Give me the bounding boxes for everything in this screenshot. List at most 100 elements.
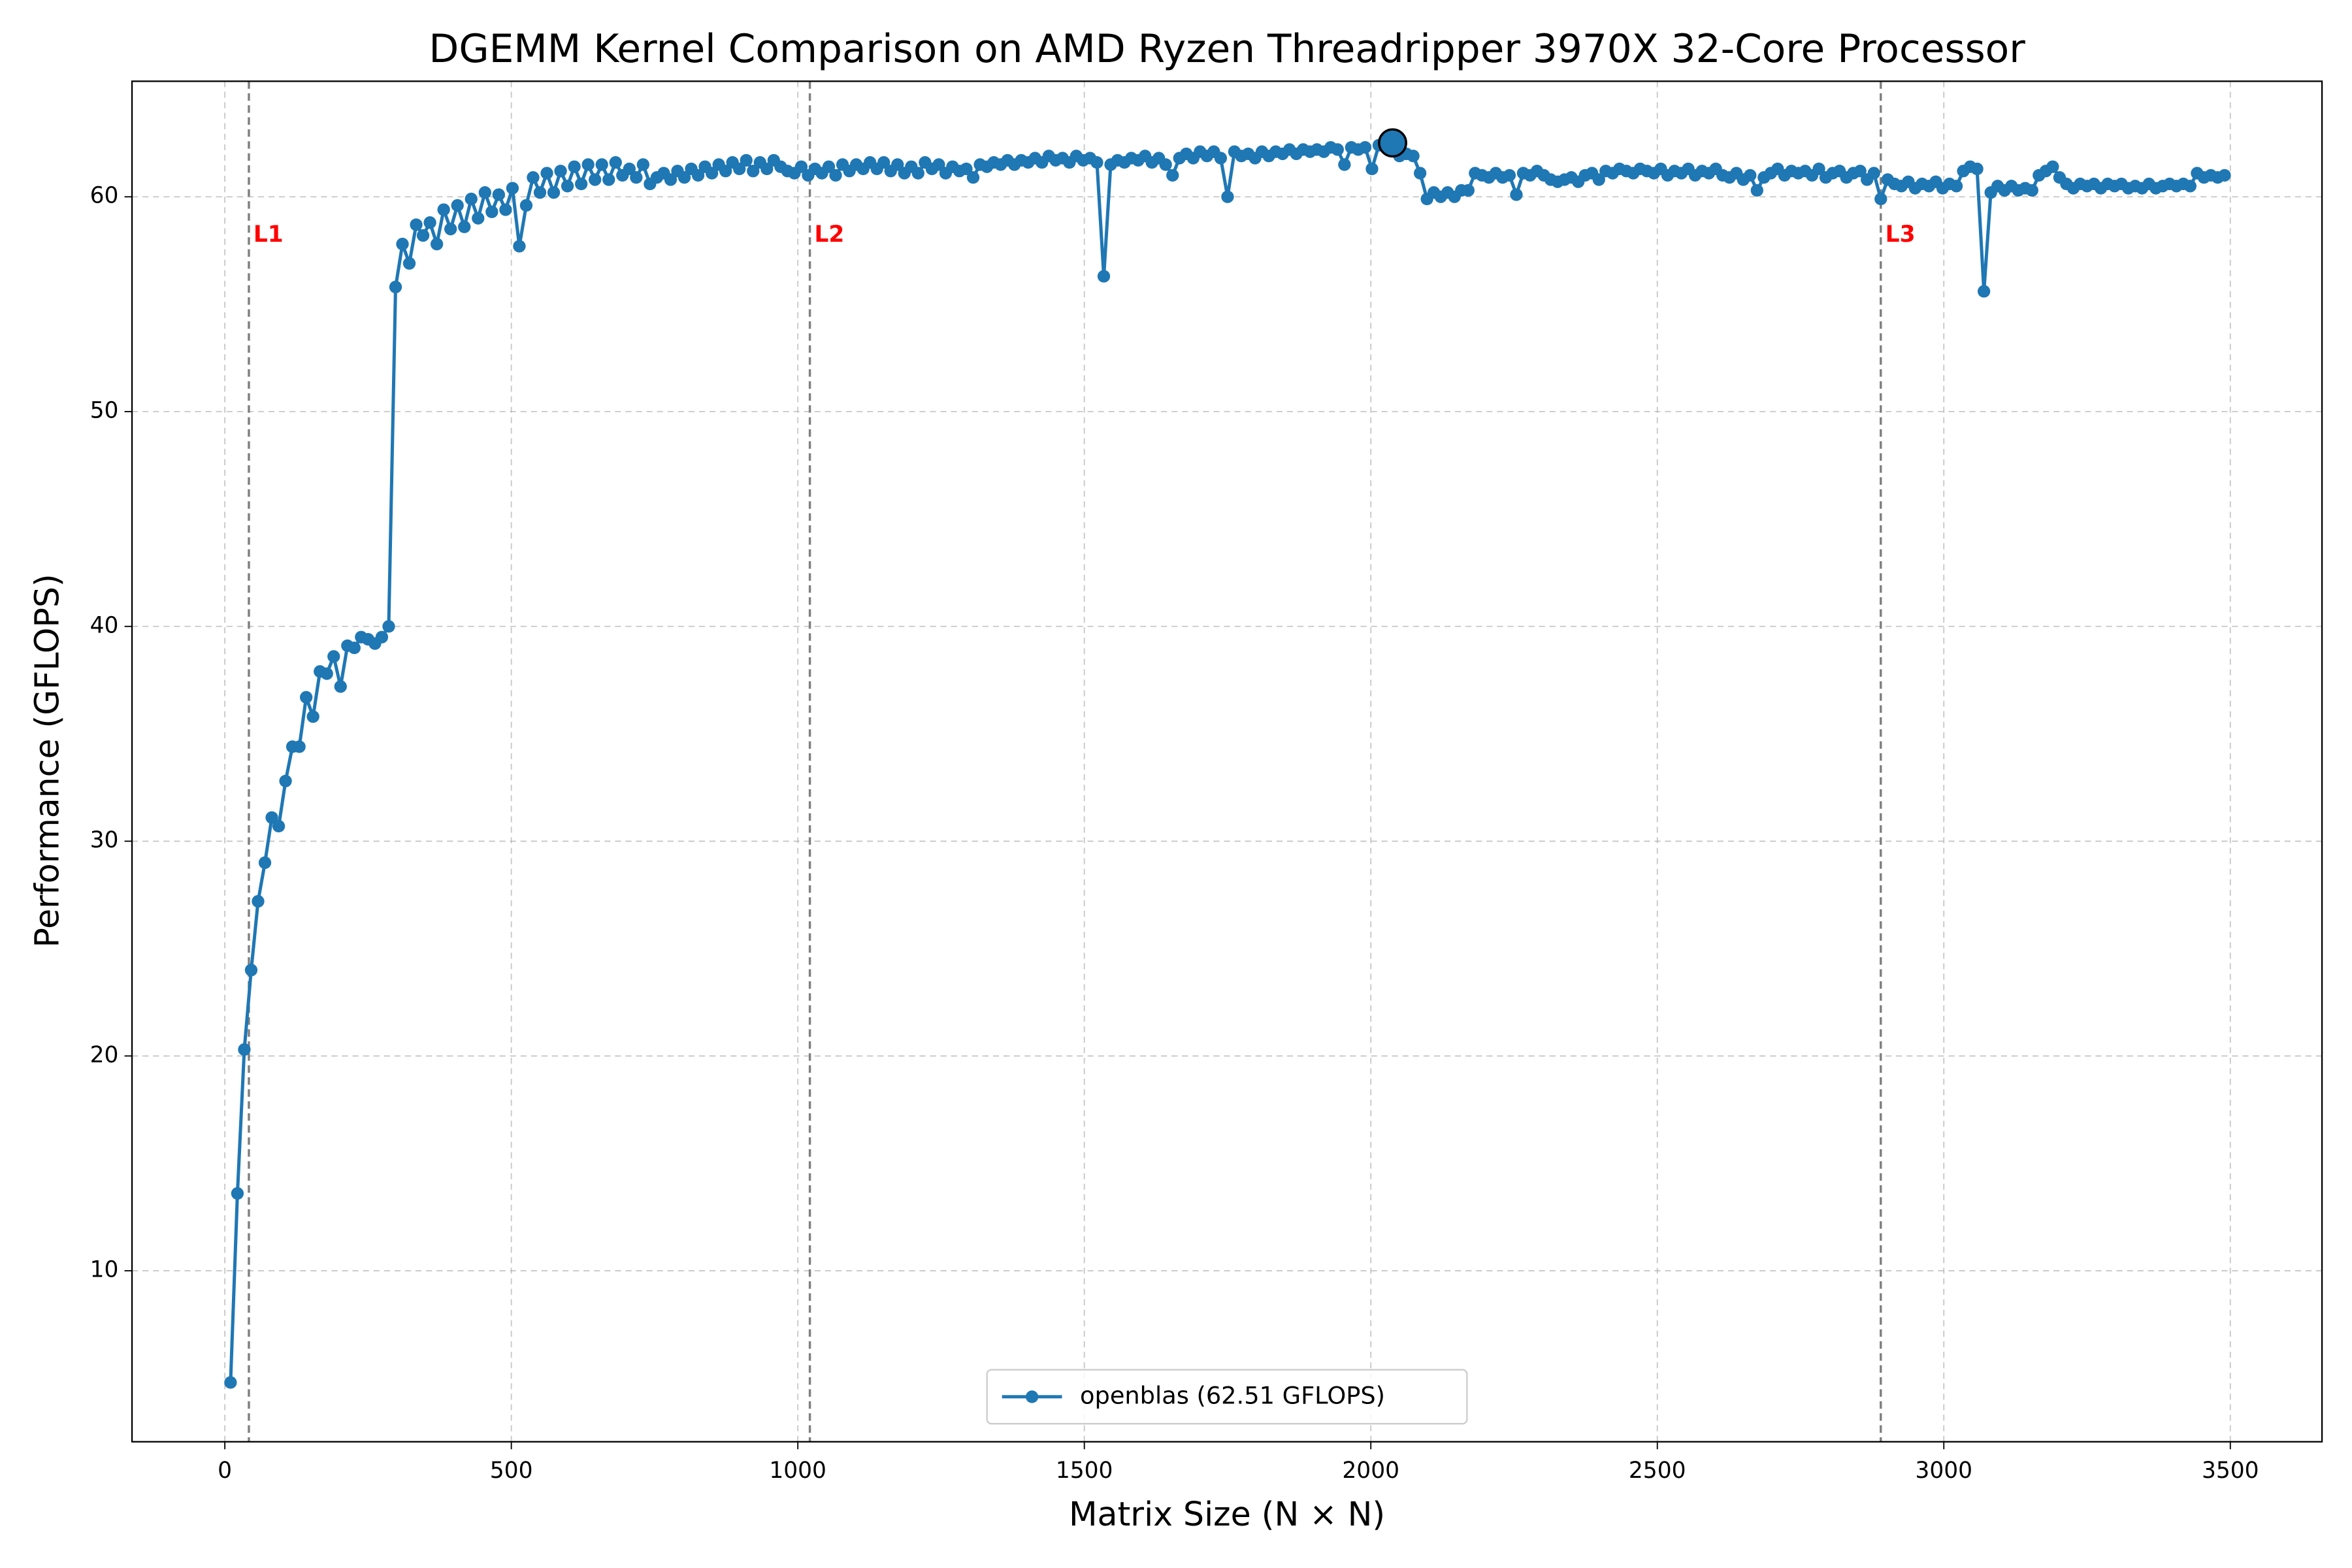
data-point — [238, 1043, 251, 1056]
data-point — [1214, 152, 1228, 165]
data-point — [1331, 143, 1344, 156]
data-point — [719, 165, 732, 178]
data-point — [348, 642, 361, 655]
data-point — [602, 173, 615, 186]
data-point — [1159, 158, 1172, 171]
data-point — [410, 218, 423, 231]
data-point — [733, 162, 746, 176]
x-tick-label: 3500 — [2202, 1458, 2259, 1484]
plot-frame — [131, 80, 2323, 1443]
data-point — [960, 162, 973, 176]
data-point — [1750, 184, 1763, 197]
data-point — [423, 216, 436, 229]
y-tick-label: 50 — [90, 398, 119, 424]
data-point — [527, 171, 540, 184]
data-point — [430, 237, 444, 251]
data-point — [396, 237, 409, 251]
data-point — [444, 222, 457, 236]
data-point — [2183, 180, 2197, 193]
data-point — [416, 229, 430, 242]
data-point — [1413, 167, 1427, 180]
data-point — [589, 173, 602, 186]
x-tick-label: 1000 — [769, 1458, 826, 1484]
data-point — [300, 691, 313, 704]
data-point — [437, 203, 450, 216]
data-point — [506, 182, 519, 195]
y-tick-label: 20 — [90, 1042, 119, 1068]
data-point — [829, 169, 842, 182]
data-point — [966, 171, 980, 184]
data-point — [375, 630, 389, 644]
y-tick-label: 10 — [90, 1257, 119, 1283]
data-point — [485, 205, 498, 218]
legend: openblas (62.51 GFLOPS) — [986, 1369, 1468, 1425]
data-point — [451, 199, 464, 212]
data-point — [1358, 140, 1372, 154]
cache-label: L3 — [1886, 221, 1916, 248]
peak-marker — [1378, 128, 1407, 158]
x-tick-label: 0 — [218, 1458, 232, 1484]
y-axis-label: Performance (GFLOPS) — [27, 574, 66, 947]
data-point — [623, 162, 636, 176]
data-point — [231, 1187, 244, 1200]
data-point — [747, 165, 760, 178]
data-point — [1365, 162, 1379, 176]
data-point — [1874, 192, 1887, 206]
data-point — [306, 710, 319, 723]
data-point — [265, 811, 278, 825]
data-point — [389, 280, 402, 293]
data-point — [258, 856, 272, 870]
data-point — [1221, 190, 1234, 203]
data-point — [224, 1376, 237, 1389]
data-point — [705, 167, 719, 180]
data-point — [1854, 165, 1867, 178]
data-point — [877, 155, 890, 169]
data-point — [568, 160, 581, 173]
data-point — [822, 160, 836, 173]
data-point — [327, 650, 340, 663]
data-point — [320, 667, 333, 680]
data-point — [554, 165, 567, 178]
x-tick-label: 3000 — [1915, 1458, 1972, 1484]
data-point — [1503, 169, 1516, 182]
chart-title: DGEMM Kernel Comparison on AMD Ryzen Thr… — [429, 27, 2025, 72]
data-point — [334, 680, 347, 693]
y-tick-label: 60 — [90, 183, 119, 209]
data-point — [1744, 169, 1757, 182]
data-point — [891, 158, 904, 171]
x-tick-label: 500 — [490, 1458, 533, 1484]
data-point — [547, 186, 561, 199]
data-point — [492, 188, 505, 201]
data-point — [630, 171, 643, 184]
data-point — [402, 257, 416, 270]
data-point — [740, 154, 753, 167]
data-point — [911, 167, 924, 180]
data-point — [932, 158, 945, 171]
data-point — [382, 620, 395, 633]
x-tick-label: 1500 — [1056, 1458, 1113, 1484]
data-point — [1867, 167, 1880, 180]
data-point — [561, 180, 574, 193]
data-point — [760, 162, 774, 176]
data-point — [472, 212, 485, 225]
data-point — [1090, 155, 1103, 169]
data-point — [1097, 270, 1111, 283]
legend-label: openblas (62.51 GFLOPS) — [1080, 1381, 1385, 1409]
x-tick-label: 2500 — [1629, 1458, 1686, 1484]
data-point — [595, 158, 608, 171]
data-point — [540, 167, 553, 180]
data-point — [279, 774, 292, 788]
data-point — [1166, 169, 1179, 182]
data-point — [609, 155, 622, 169]
data-point — [293, 740, 306, 753]
data-point — [478, 186, 491, 199]
data-point — [1950, 180, 1963, 193]
x-tick-label: 2000 — [1342, 1458, 1399, 1484]
data-point — [581, 158, 595, 171]
data-point — [519, 199, 533, 212]
data-point — [1510, 188, 1523, 201]
data-point — [691, 169, 705, 182]
data-point — [1462, 184, 1475, 197]
